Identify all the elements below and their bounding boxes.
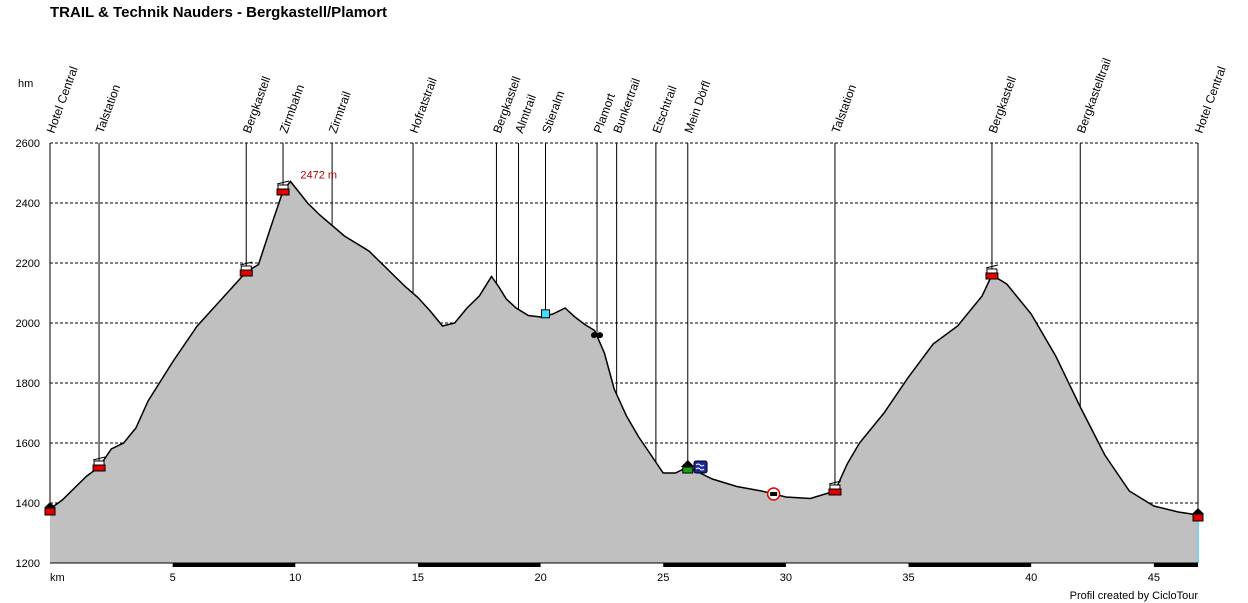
waypoint-label: Zirmbahn [277, 83, 307, 135]
waypoint-icons: 2472 m [44, 169, 1204, 522]
elevation-line [49, 180, 1199, 516]
village-icon [680, 460, 695, 474]
cable-line [828, 480, 842, 485]
home-icon [44, 502, 56, 516]
cabin-top [829, 484, 841, 490]
cable-car-icon [276, 180, 290, 196]
drink-icon [541, 309, 551, 319]
y-tick-label: 1600 [16, 438, 40, 450]
lens-right [597, 332, 604, 339]
y-tick-label: 2000 [16, 318, 40, 330]
house-body [44, 507, 56, 516]
cabin-body [828, 488, 842, 496]
cabin-top [277, 184, 289, 190]
lens-left [591, 332, 598, 339]
x-tick-label: 45 [1148, 572, 1160, 584]
x-tick-label: 35 [902, 572, 914, 584]
viewpoint-icon [591, 332, 604, 339]
cable-car-icon [239, 261, 253, 277]
x-tick-label: 30 [780, 572, 792, 584]
roof [1192, 508, 1204, 514]
water-box [693, 460, 708, 474]
x-axis-scale-bar [663, 563, 786, 567]
chart-title: TRAIL & Technik Nauders - Bergkastell/Pl… [50, 4, 388, 21]
water-waves [695, 463, 705, 471]
waypoint-label: Hofratstrail [407, 76, 440, 135]
cable-car-icon [985, 264, 999, 280]
x-tick-label: 10 [289, 572, 301, 584]
cabin-body [239, 269, 253, 277]
home-icon [1192, 508, 1204, 522]
credit-text: Profil created by CicloTour [1069, 590, 1198, 602]
x-axis-scale-bar [908, 563, 1032, 567]
x-axis-scale-bar [417, 563, 541, 567]
glass [541, 309, 551, 319]
y-tick-label: 1400 [16, 498, 40, 510]
waypoint-label: Mein Dörfl [681, 79, 713, 135]
peak-elevation-label: 2472 m [300, 169, 337, 181]
cabin-top [240, 265, 252, 271]
waypoint-label: Etschtrail [650, 84, 680, 135]
sign-symbol [770, 492, 778, 496]
roof [680, 460, 695, 467]
axes: 1200 1400 1600 1800 2000 2200 2400 2600 hm km 5 10 1… [16, 78, 1198, 584]
elevation-area [50, 181, 1198, 563]
roof [44, 502, 56, 508]
x-tick-label: 25 [657, 572, 669, 584]
cable-line [276, 180, 290, 185]
water-icon [693, 460, 708, 474]
waypoint-label: Bergkastell [240, 74, 273, 135]
cable-car-icon [828, 480, 842, 496]
waypoint-label: Talstation [829, 83, 859, 135]
cable-car-icon [92, 456, 106, 472]
waypoint-label: Stieralm [539, 89, 567, 135]
y-tick-label: 2400 [16, 198, 40, 210]
x-tick-label: 40 [1025, 572, 1037, 584]
waypoint-label: Bunkertrail [610, 76, 643, 135]
waypoint-label: Zirmtrail [326, 90, 354, 136]
cabin-top [986, 268, 998, 274]
waypoint-label: Bergkastell [986, 74, 1019, 135]
y-tick-label: 2600 [16, 138, 40, 150]
house-body [682, 466, 694, 474]
x-axis-scale-bar [172, 563, 296, 567]
waypoint-label: Talstation [93, 83, 123, 135]
x-axis-label: km [50, 572, 65, 584]
waypoint-label: Hotel Central [1192, 64, 1229, 135]
x-tick-label: 20 [534, 572, 546, 584]
y-axis-label: hm [18, 78, 33, 90]
x-tick-label: 15 [412, 572, 424, 584]
cabin-body [985, 272, 999, 280]
cable-line [240, 261, 253, 266]
house-body [1192, 513, 1204, 522]
x-axis-scale-bar [1153, 563, 1198, 567]
y-tick-label: 1800 [16, 378, 40, 390]
waypoint-label: Hotel Central [44, 64, 81, 135]
y-tick-label: 1200 [16, 558, 40, 570]
cable-line [985, 264, 999, 269]
cabin-body [92, 464, 106, 472]
y-tick-label: 2200 [16, 258, 40, 270]
cabin-top [93, 460, 105, 466]
cabin-body [276, 188, 290, 196]
railway-crossing-icon [766, 487, 781, 501]
elevation-profile [49, 180, 1199, 563]
cable-line [92, 456, 106, 461]
waypoint-label: Bergkastelltrail [1074, 56, 1114, 135]
x-tick-label: 5 [170, 572, 176, 584]
